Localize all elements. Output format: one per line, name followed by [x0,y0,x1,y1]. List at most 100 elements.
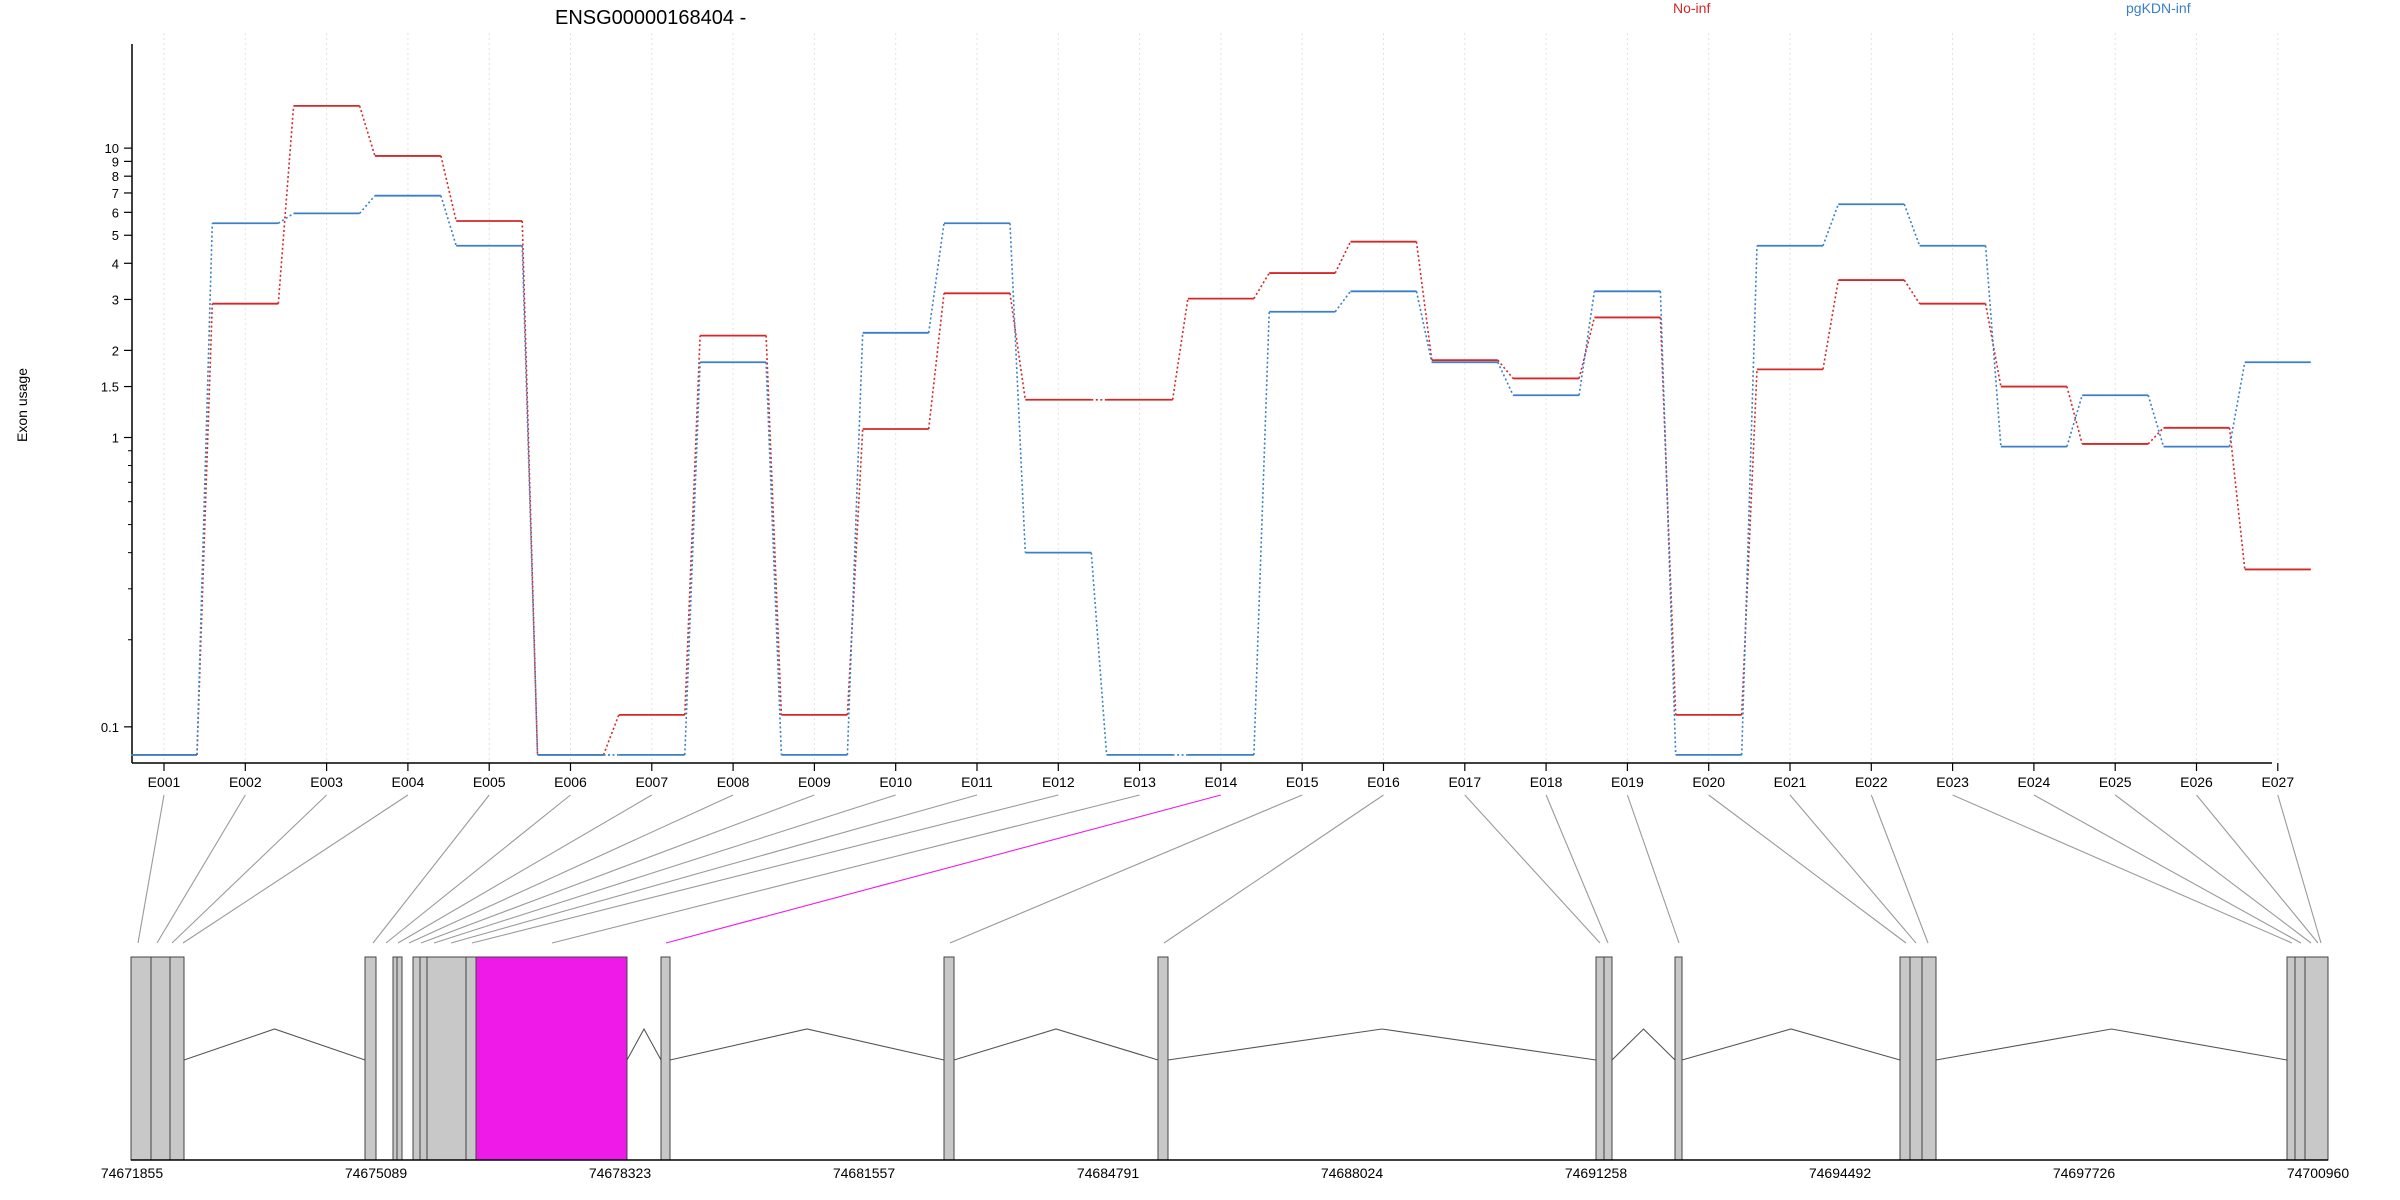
x-tick-label: E013 [1123,774,1156,790]
exon-block-highlight [475,956,628,1161]
series-transition [196,223,214,755]
connector-line [1789,794,1917,944]
genomic-coordinate-label: 74675089 [345,1165,408,1181]
genomic-coordinate-label: 74678323 [589,1165,652,1181]
exon-block [364,956,377,1161]
connector-line [1464,794,1601,944]
connector-line [385,794,571,944]
x-tick-label: E019 [1611,774,1644,790]
series-transition [1822,203,1840,247]
series-transition [2228,362,2246,447]
genomic-coordinate-label: 74694492 [1809,1165,1872,1181]
series-transition [440,155,457,222]
x-tick-label: E012 [1042,774,1075,790]
x-tick-label: E025 [2099,774,2132,790]
x-tick-label: E001 [148,774,181,790]
x-tick-label: E002 [229,774,262,790]
legend-no-inf: No-inf [1673,0,1710,16]
y-tick-label: 8 [112,169,119,184]
connector-line [171,794,327,944]
exon-block [2304,956,2329,1161]
intron-line [1611,1028,1676,1061]
series-transition [2147,427,2165,445]
exon-block [2286,956,2296,1161]
x-tick-label: E027 [2261,774,2294,790]
labels: ENSG00000168404 - Exon usage No-inf pgKD… [14,0,2191,442]
connector-line-highlight [665,794,1222,944]
x-tick-label: E020 [1692,774,1725,790]
series-transition [1497,361,1514,396]
series-transition [1659,317,1677,715]
series-transition [1740,369,1758,715]
series-transition [521,220,539,755]
intron-line [1935,1028,2288,1061]
intron-line [1167,1028,1597,1061]
genomic-coordinate-label: 74700960 [2287,1165,2350,1181]
y-axis-label: Exon usage [14,368,30,442]
x-tick-label: E023 [1936,774,1969,790]
series-transition [1009,223,1027,553]
series-transition [846,332,864,755]
connector-line [949,794,1303,944]
connector-line [397,794,653,944]
x-tick-label: E016 [1367,774,1400,790]
series-pgkdn-inf [131,194,2311,756]
exon-block [1899,956,1911,1161]
exon-block [465,956,477,1161]
x-tick-label: E009 [798,774,831,790]
series-transition [765,335,783,715]
y-tick-label: 4 [112,256,119,271]
genomic-coordinate-label: 74681557 [833,1165,896,1181]
series-transition [1740,245,1758,755]
exon-block [1921,956,1937,1161]
y-tick-label: 10 [105,141,119,156]
legend-pgkdn-inf: pgKDN-inf [2126,0,2191,16]
y-tick-label: 5 [112,228,119,243]
connector-line [2033,794,2302,944]
series-transition [1415,291,1433,363]
exon-block [1909,956,1923,1161]
x-tick-label: E005 [473,774,506,790]
exon-block [396,956,403,1161]
x-tick-label: E022 [1855,774,1888,790]
y-tick-label: 0.1 [101,720,119,735]
series-transition [521,245,539,755]
genomic-coordinate-label: 74691258 [1565,1165,1628,1181]
series-transition [1578,317,1596,379]
y-tick-label: 7 [112,186,119,201]
x-tick-label: E014 [1205,774,1238,790]
exon-block [660,956,671,1161]
exon-block [1603,956,1613,1161]
exon-block [1157,956,1169,1161]
connector-line [137,794,165,944]
series-transition [277,212,295,224]
series-transition [684,335,701,715]
x-tick-label: E017 [1448,774,1481,790]
exon-block [412,956,421,1161]
series-transition [358,195,376,214]
x-tick-label: E004 [392,774,425,790]
exon-block [1595,956,1605,1161]
connector-line [2196,794,2319,944]
series-transition [765,362,783,755]
series-transition [846,428,864,715]
connector-line [471,794,1059,944]
x-tick-label: E007 [635,774,668,790]
series-transition [1984,245,2002,447]
x-tick-label: E026 [2180,774,2213,790]
series-transition [1171,298,1189,400]
x-tick-label: E018 [1530,774,1563,790]
connector-line [1708,794,1907,944]
connector-line [1545,794,1609,944]
series-transition [1497,359,1514,379]
connector-line [156,794,246,944]
series-transition [927,293,945,430]
connector-line [372,794,490,944]
x-tick-label: E008 [717,774,750,790]
intron-line [183,1028,366,1061]
chart-title: ENSG00000168404 - [555,7,746,29]
series-transition [1090,552,1108,755]
connector-line [1163,794,1384,944]
